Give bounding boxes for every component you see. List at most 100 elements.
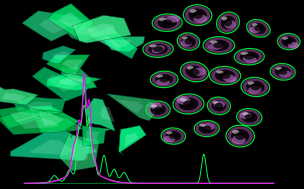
Ellipse shape xyxy=(166,15,180,23)
Polygon shape xyxy=(29,106,79,133)
Polygon shape xyxy=(59,77,86,86)
Polygon shape xyxy=(22,11,94,41)
Polygon shape xyxy=(69,142,90,161)
Polygon shape xyxy=(67,19,102,42)
Ellipse shape xyxy=(144,42,172,57)
Ellipse shape xyxy=(208,43,224,50)
Ellipse shape xyxy=(200,124,206,127)
Ellipse shape xyxy=(192,11,203,19)
Ellipse shape xyxy=(215,70,235,81)
Polygon shape xyxy=(107,94,161,121)
Ellipse shape xyxy=(180,98,187,102)
Ellipse shape xyxy=(189,9,197,13)
Polygon shape xyxy=(0,106,63,128)
Ellipse shape xyxy=(210,40,218,43)
Ellipse shape xyxy=(279,34,299,49)
Ellipse shape xyxy=(232,135,246,144)
Ellipse shape xyxy=(232,130,239,134)
Ellipse shape xyxy=(203,123,215,130)
Polygon shape xyxy=(119,125,146,155)
Polygon shape xyxy=(39,19,75,34)
Polygon shape xyxy=(72,15,131,43)
Ellipse shape xyxy=(147,102,169,117)
Ellipse shape xyxy=(185,65,204,78)
Polygon shape xyxy=(10,130,96,161)
Polygon shape xyxy=(67,72,82,82)
Ellipse shape xyxy=(271,64,294,79)
Ellipse shape xyxy=(156,79,170,85)
Polygon shape xyxy=(14,97,66,115)
Ellipse shape xyxy=(195,121,218,136)
Ellipse shape xyxy=(250,84,261,90)
Polygon shape xyxy=(42,46,76,64)
Ellipse shape xyxy=(215,103,223,109)
Ellipse shape xyxy=(205,38,233,53)
Polygon shape xyxy=(27,101,53,111)
Polygon shape xyxy=(47,73,101,90)
Ellipse shape xyxy=(224,20,236,29)
Ellipse shape xyxy=(236,49,263,64)
Ellipse shape xyxy=(247,81,254,85)
Polygon shape xyxy=(59,132,99,171)
Polygon shape xyxy=(87,26,138,59)
Ellipse shape xyxy=(169,133,178,139)
Ellipse shape xyxy=(231,129,249,143)
Ellipse shape xyxy=(245,114,254,120)
Polygon shape xyxy=(0,107,83,135)
Ellipse shape xyxy=(214,101,225,108)
Ellipse shape xyxy=(156,75,163,78)
Ellipse shape xyxy=(251,23,266,34)
Polygon shape xyxy=(39,112,64,125)
Ellipse shape xyxy=(166,131,172,134)
Ellipse shape xyxy=(288,42,299,49)
Ellipse shape xyxy=(162,129,184,143)
Ellipse shape xyxy=(162,19,173,26)
Ellipse shape xyxy=(240,112,252,119)
Ellipse shape xyxy=(235,132,245,140)
Polygon shape xyxy=(86,98,115,131)
Ellipse shape xyxy=(211,67,239,84)
Ellipse shape xyxy=(212,100,226,112)
Ellipse shape xyxy=(148,44,168,54)
Ellipse shape xyxy=(222,17,227,20)
Polygon shape xyxy=(47,75,75,92)
Ellipse shape xyxy=(199,123,215,134)
Ellipse shape xyxy=(152,45,165,53)
Polygon shape xyxy=(107,39,131,47)
Ellipse shape xyxy=(248,20,269,36)
Ellipse shape xyxy=(282,36,296,47)
Ellipse shape xyxy=(154,107,162,113)
Ellipse shape xyxy=(249,26,261,33)
Ellipse shape xyxy=(182,63,207,81)
Ellipse shape xyxy=(176,96,191,105)
Polygon shape xyxy=(100,106,115,123)
Polygon shape xyxy=(31,140,74,155)
Ellipse shape xyxy=(154,15,181,30)
Ellipse shape xyxy=(157,17,177,28)
Ellipse shape xyxy=(243,78,268,95)
Ellipse shape xyxy=(252,23,257,26)
Polygon shape xyxy=(116,99,143,113)
Polygon shape xyxy=(82,126,111,146)
Ellipse shape xyxy=(209,98,229,114)
Ellipse shape xyxy=(219,72,230,79)
Polygon shape xyxy=(60,64,91,84)
Ellipse shape xyxy=(248,86,261,94)
Ellipse shape xyxy=(182,37,188,40)
Ellipse shape xyxy=(178,98,199,110)
Polygon shape xyxy=(32,67,88,101)
Ellipse shape xyxy=(151,105,157,108)
Ellipse shape xyxy=(241,112,257,123)
Ellipse shape xyxy=(227,126,253,146)
Polygon shape xyxy=(86,131,101,141)
Ellipse shape xyxy=(189,68,200,75)
Polygon shape xyxy=(87,24,117,37)
Ellipse shape xyxy=(212,101,218,104)
Polygon shape xyxy=(16,115,60,129)
Ellipse shape xyxy=(183,100,194,108)
Ellipse shape xyxy=(216,70,224,74)
Ellipse shape xyxy=(192,68,206,76)
Ellipse shape xyxy=(285,39,293,44)
Ellipse shape xyxy=(164,136,175,142)
Polygon shape xyxy=(59,12,82,30)
